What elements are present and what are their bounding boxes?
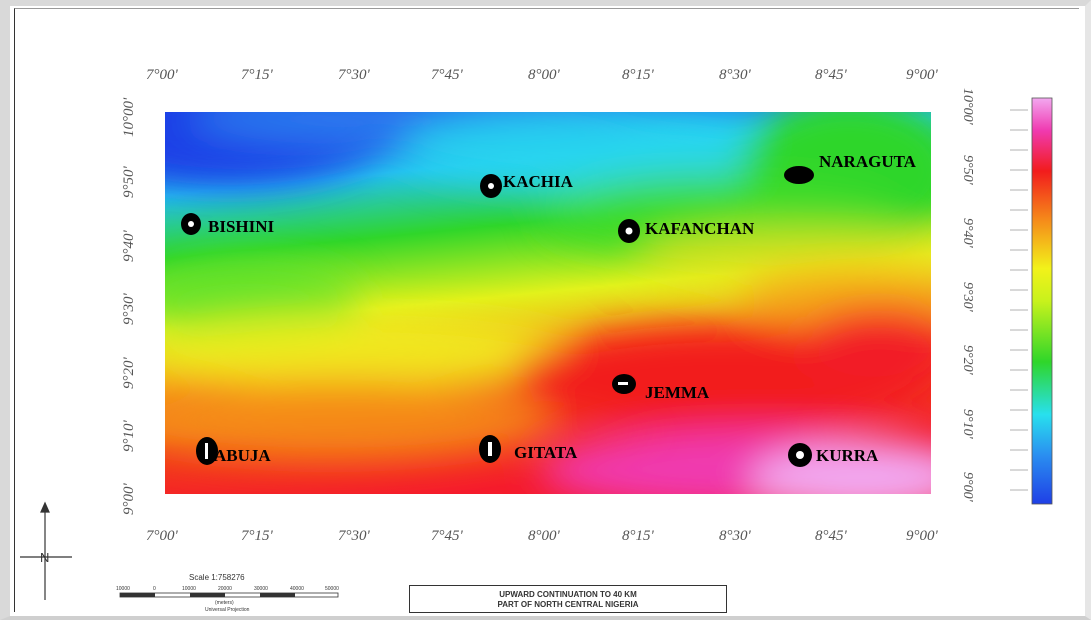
lon-label-top: 8°45' — [815, 67, 847, 83]
lon-label-bottom: 7°15' — [241, 528, 273, 544]
legend-ticks — [1010, 109, 1028, 491]
right-latitude-labels: 9°00' 9°10' 9°20' 9°30' 9°40' 9°50' 10°0… — [960, 88, 975, 503]
lat-label-right: 9°50' — [960, 155, 975, 186]
lat-label-right: 9°30' — [960, 282, 975, 313]
location-markers — [181, 166, 814, 467]
lat-label-left: 10°00' — [121, 97, 137, 137]
lon-label-bottom: 7°00' — [146, 528, 178, 544]
lon-label-bottom: 7°45' — [431, 528, 463, 544]
lat-label-left: 9°00' — [121, 483, 137, 515]
place-labels: KACHIA NARAGUTA BISHINI KAFANCHAN JEMMA … — [208, 152, 917, 465]
bottom-longitude-labels: 7°00' 7°15' 7°30' 7°45' 8°00' 8°15' 8°30… — [146, 528, 938, 544]
map-frame — [14, 8, 1079, 612]
legend-color-bar — [1031, 97, 1053, 505]
lon-label-top: 7°00' — [146, 67, 178, 83]
scale-units: (meters) — [215, 600, 234, 606]
place-label-kafanchan: KAFANCHAN — [645, 219, 755, 238]
scale-label: Scale 1:758276 — [189, 573, 245, 582]
place-label-kachia: KACHIA — [503, 172, 574, 191]
map-title-box: UPWARD CONTINUATION TO 40 KM PART OF NOR… — [409, 585, 727, 613]
north-label: N — [40, 550, 49, 565]
marker-kafanchan — [618, 219, 640, 243]
map-title-line-1: UPWARD CONTINUATION TO 40 KM — [499, 590, 637, 599]
lat-label-right: 10°00' — [960, 88, 975, 126]
color-legend — [1010, 97, 1053, 505]
lon-label-top: 9°00' — [906, 67, 938, 83]
place-label-gitata: GITATA — [514, 443, 578, 462]
lat-label-left: 9°30' — [121, 293, 137, 325]
lon-label-top: 7°45' — [431, 67, 463, 83]
lon-label-top: 8°15' — [622, 67, 654, 83]
lat-label-left: 9°40' — [121, 230, 137, 262]
place-label-bishini: BISHINI — [208, 217, 275, 236]
lon-label-bottom: 8°45' — [815, 528, 847, 544]
lon-label-top: 7°30' — [338, 67, 370, 83]
marker-gitata — [479, 435, 501, 463]
place-label-kurra: KURRA — [816, 446, 879, 465]
map-title-line-2: PART OF NORTH CENTRAL NIGERIA — [497, 600, 639, 609]
scale-tick-label: 0 — [153, 586, 156, 592]
scale-projection: Universal Projection — [205, 607, 250, 613]
scale-tick-label: 40000 — [290, 586, 304, 592]
lon-label-top: 8°00' — [528, 67, 560, 83]
lat-label-right: 9°10' — [960, 409, 975, 440]
scale-tick-label: 30000 — [254, 586, 268, 592]
lon-label-bottom: 8°30' — [719, 528, 751, 544]
scale-tick-label: 10000 — [116, 586, 130, 592]
lat-label-right: 9°20' — [960, 345, 975, 376]
lat-label-right: 9°40' — [960, 218, 975, 249]
lat-label-right: 9°00' — [960, 472, 975, 503]
marker-naraguta — [784, 166, 814, 184]
lon-label-top: 7°15' — [241, 67, 273, 83]
lon-label-bottom: 8°15' — [622, 528, 654, 544]
lon-label-top: 8°30' — [719, 67, 751, 83]
lat-label-left: 9°50' — [121, 166, 137, 198]
scale-tick-label: 20000 — [218, 586, 232, 592]
lon-label-bottom: 7°30' — [338, 528, 370, 544]
marker-bishini — [181, 213, 201, 235]
top-longitude-labels: 7°00' 7°15' 7°30' 7°45' 8°00' 8°15' 8°30… — [146, 67, 938, 83]
left-latitude-labels: 9°00' 9°10' 9°20' 9°30' 9°40' 9°50' 10°0… — [121, 97, 137, 515]
lon-label-bottom: 9°00' — [906, 528, 938, 544]
lat-label-left: 9°10' — [121, 420, 137, 452]
marker-kachia — [480, 174, 502, 198]
place-label-jemma: JEMMA — [645, 383, 710, 402]
place-label-naraguta: NARAGUTA — [819, 152, 917, 171]
lon-label-bottom: 8°00' — [528, 528, 560, 544]
scale-bar: Scale 1:758276 10000 0 10000 20000 30000… — [116, 573, 339, 613]
marker-abuja — [196, 437, 218, 465]
north-arrow-icon: N — [20, 501, 72, 600]
marker-jemma — [612, 374, 636, 394]
marker-kurra — [788, 443, 812, 467]
lat-label-left: 9°20' — [121, 357, 137, 389]
scale-tick-label: 50000 — [325, 586, 339, 592]
scale-tick-label: 10000 — [182, 586, 196, 592]
place-label-abuja: ABUJA — [214, 446, 271, 465]
